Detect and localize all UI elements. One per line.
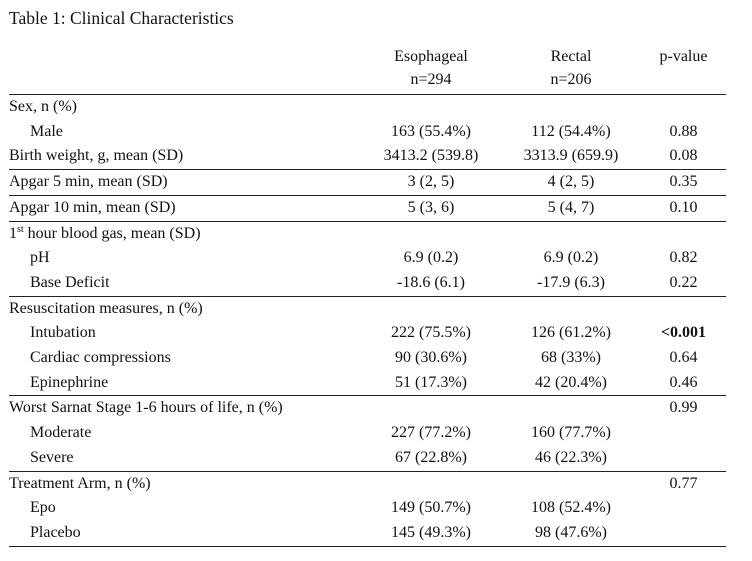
row-label-resuscitation: Resuscitation measures, n (%): [9, 299, 203, 317]
header-pvalue-blank: [641, 68, 726, 95]
row-label-moderate: Moderate: [30, 424, 92, 442]
table-row: Worst Sarnat Stage 1-6 hours of life, n …: [9, 396, 726, 421]
table-row: Birth weight, g, mean (SD) 3413.2 (539.8…: [9, 144, 726, 171]
cell-esophageal: 67 (22.8%): [361, 445, 501, 472]
cell-pvalue: 0.64: [669, 349, 698, 367]
cell-rectal: 3313.9 (659.9): [501, 144, 641, 171]
row-label-blood-gas: 1st hour blood gas, mean (SD): [9, 221, 361, 246]
cell-esophageal: 227 (77.2%): [391, 424, 471, 442]
cell-rectal: 6.9 (0.2): [543, 249, 599, 267]
blood-gas-rest: hour blood gas, mean (SD): [23, 224, 201, 242]
cell-esophageal: 222 (75.5%): [391, 324, 471, 342]
cell-pvalue: 0.08: [641, 144, 726, 171]
table-row: 1st hour blood gas, mean (SD): [9, 221, 726, 246]
table-row: Treatment Arm, n (%) 0.77: [9, 471, 726, 496]
table-row: Male 163 (55.4%) 112 (54.4%) 0.88: [9, 120, 726, 145]
row-label-sarnat: Worst Sarnat Stage 1-6 hours of life, n …: [9, 399, 283, 417]
cell-esophageal: 3413.2 (539.8): [361, 144, 501, 171]
header-rectal-n: n=206: [501, 68, 641, 95]
table-row: Moderate 227 (77.2%) 160 (77.7%): [9, 421, 726, 446]
table-row: Placebo 145 (49.3%) 98 (47.6%): [9, 520, 726, 547]
clinical-characteristics-table: Esophageal Rectal p-value n=294 n=206 Se…: [9, 46, 726, 547]
blood-gas-prefix: 1: [9, 224, 17, 242]
cell-esophageal: 145 (49.3%): [361, 520, 501, 547]
row-label-treatment-arm: Treatment Arm, n (%): [9, 474, 151, 492]
cell-esophageal: 163 (55.4%): [391, 122, 471, 140]
row-label-severe: Severe: [9, 445, 361, 472]
cell-esophageal: -18.6 (6.1): [361, 270, 501, 297]
row-label-ph: pH: [30, 249, 50, 267]
cell-rectal: 160 (77.7%): [531, 424, 611, 442]
table-row: pH 6.9 (0.2) 6.9 (0.2) 0.82: [9, 246, 726, 271]
cell-pvalue: 0.82: [669, 249, 698, 267]
cell-esophageal: 6.9 (0.2): [403, 249, 459, 267]
header-esophageal: Esophageal: [394, 48, 468, 65]
cell-rectal: 68 (33%): [541, 349, 601, 367]
table-row: Apgar 5 min, mean (SD) 3 (2, 5) 4 (2, 5)…: [9, 169, 726, 196]
table-row: Severe 67 (22.8%) 46 (22.3%): [9, 445, 726, 472]
row-label-apgar10: Apgar 10 min, mean (SD): [9, 195, 361, 222]
cell-pvalue: 0.22: [641, 270, 726, 297]
cell-rectal: 46 (22.3%): [501, 445, 641, 472]
row-label-epinephrine: Epinephrine: [9, 370, 361, 397]
row-label-birth-weight: Birth weight, g, mean (SD): [9, 144, 361, 171]
cell-rectal: 4 (2, 5): [501, 169, 641, 196]
row-label-sex: Sex, n (%): [9, 98, 77, 115]
table-row: Cardiac compressions 90 (30.6%) 68 (33%)…: [9, 346, 726, 371]
cell-pvalue: 0.10: [641, 195, 726, 222]
row-label-male: Male: [30, 122, 63, 140]
cell-esophageal: 51 (17.3%): [361, 370, 501, 397]
row-label-base-deficit: Base Deficit: [9, 270, 361, 297]
table-row: Intubation 222 (75.5%) 126 (61.2%) <0.00…: [9, 321, 726, 346]
cell-pvalue: 0.99: [669, 399, 698, 417]
cell-rectal: 5 (4, 7): [501, 195, 641, 222]
table-row: Base Deficit -18.6 (6.1) -17.9 (6.3) 0.2…: [9, 270, 726, 297]
header-blank-2: [9, 68, 361, 95]
table-row: Sex, n (%): [9, 95, 726, 120]
cell-rectal: 108 (52.4%): [531, 499, 611, 517]
header-blank: [9, 46, 361, 68]
row-label-placebo: Placebo: [9, 520, 361, 547]
cell-rectal: 126 (61.2%): [531, 324, 611, 342]
cell-pvalue: 0.88: [669, 122, 698, 140]
table-row: Epo 149 (50.7%) 108 (52.4%): [9, 496, 726, 521]
cell-rectal: 42 (20.4%): [501, 370, 641, 397]
table-row: Epinephrine 51 (17.3%) 42 (20.4%) 0.46: [9, 370, 726, 397]
header-pvalue: p-value: [659, 48, 708, 65]
header-rectal: Rectal: [550, 48, 592, 65]
blood-gas-sup: st: [17, 223, 24, 235]
cell-esophageal: 149 (50.7%): [391, 499, 471, 517]
cell-esophageal: 5 (3, 6): [361, 195, 501, 222]
cell-rectal: 98 (47.6%): [501, 520, 641, 547]
table-row: Resuscitation measures, n (%): [9, 296, 726, 321]
header-esophageal-n: n=294: [361, 68, 501, 95]
cell-esophageal: 3 (2, 5): [361, 169, 501, 196]
cell-pvalue: 0.35: [641, 169, 726, 196]
cell-pvalue-significant: <0.001: [660, 324, 707, 342]
row-label-cardiac-compressions: Cardiac compressions: [30, 349, 171, 367]
cell-pvalue: 0.77: [669, 474, 698, 492]
cell-rectal: -17.9 (6.3): [501, 270, 641, 297]
cell-pvalue: 0.46: [641, 370, 726, 397]
cell-rectal: 112 (54.4%): [531, 122, 611, 140]
cell-esophageal: 90 (30.6%): [395, 349, 467, 367]
row-label-apgar5: Apgar 5 min, mean (SD): [9, 169, 361, 196]
table-caption: Table 1: Clinical Characteristics: [9, 8, 234, 28]
row-label-epo: Epo: [30, 499, 56, 517]
row-label-intubation: Intubation: [30, 324, 96, 342]
table-row: Apgar 10 min, mean (SD) 5 (3, 6) 5 (4, 7…: [9, 195, 726, 222]
